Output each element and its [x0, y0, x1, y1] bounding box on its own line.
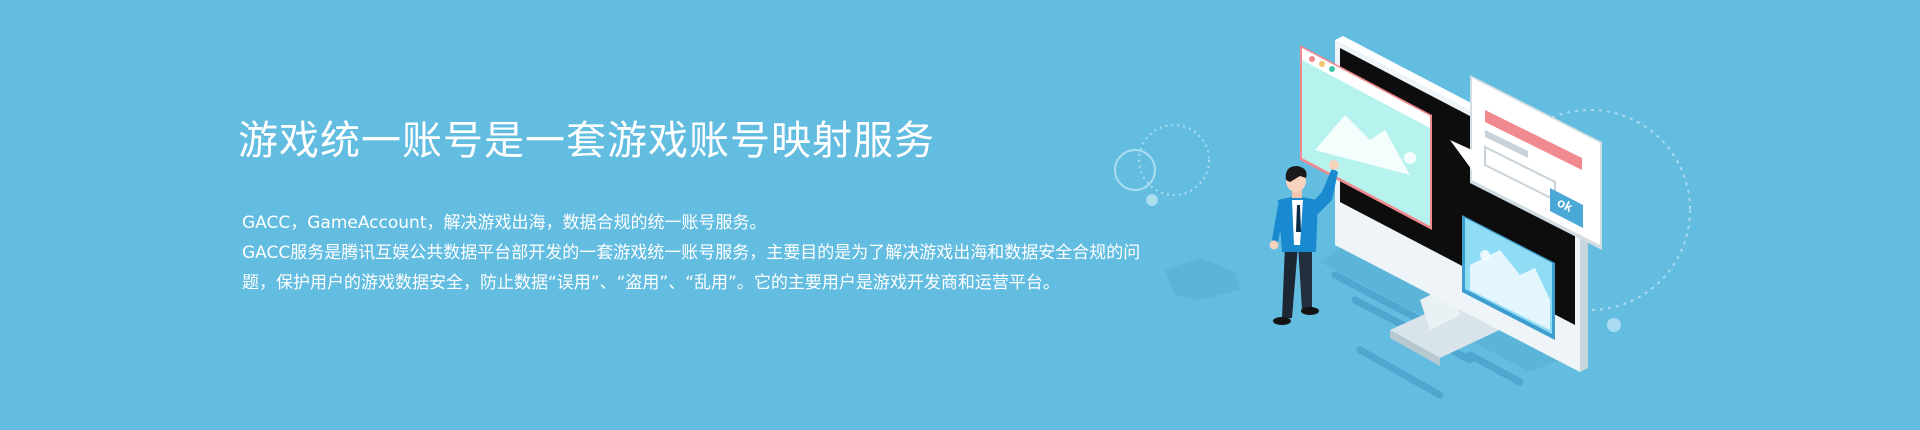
- login-form-card: ok: [1450, 75, 1602, 250]
- decorative-dot: [1607, 318, 1621, 332]
- ok-button-label: ok: [1555, 195, 1576, 216]
- hero-title: 游戏统一账号是一套游戏账号映射服务: [238, 118, 935, 164]
- image-card: [1462, 215, 1555, 340]
- decorative-dot: [1146, 194, 1158, 206]
- hero-description: GACC，GameAccount，解决游戏出海，数据合规的统一账号服务。 GAC…: [242, 208, 1152, 298]
- businessman-figure: [1269, 160, 1339, 325]
- description-line-2: GACC服务是腾讯互娱公共数据平台部开发的一套游戏统一账号服务，主要目的是为了解…: [242, 243, 1141, 293]
- browser-window-card: [1300, 45, 1432, 230]
- hero-illustration: ok: [1114, 36, 1691, 399]
- description-line-1: GACC，GameAccount，解决游戏出海，数据合规的统一账号服务。: [242, 213, 767, 233]
